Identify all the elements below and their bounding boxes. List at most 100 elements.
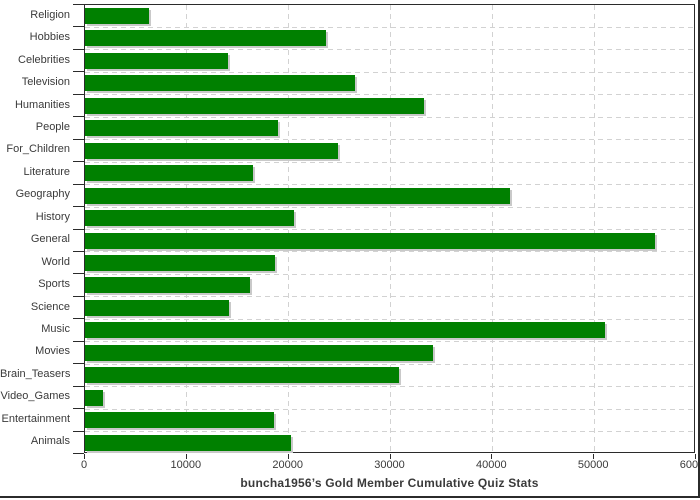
- category-axis-tick: [73, 4, 84, 5]
- bar-history: [85, 210, 294, 227]
- category-label-brain_teasers: Brain_Teasers: [0, 367, 71, 380]
- bar-religion: [85, 8, 150, 24]
- horizontal-gridline: [85, 251, 694, 253]
- value-axis-label: 0: [80, 459, 88, 471]
- category-axis-tick: [73, 430, 84, 432]
- category-label-sports: Sports: [38, 278, 70, 291]
- horizontal-gridline: [85, 26, 694, 28]
- bar-television: [85, 75, 355, 92]
- category-axis-tick: [73, 318, 84, 320]
- bar-entertainment: [85, 412, 275, 429]
- bar-celebrities: [85, 52, 228, 69]
- value-axis-tick: [593, 454, 595, 459]
- bar-animals: [85, 434, 291, 451]
- category-label-television: Television: [21, 76, 70, 89]
- category-label-people: People: [35, 120, 70, 133]
- category-axis-tick: [73, 26, 84, 28]
- horizontal-gridline: [85, 318, 694, 320]
- category-label-music: Music: [41, 323, 70, 336]
- value-axis-label: 50000: [577, 459, 609, 471]
- horizontal-gridline: [85, 296, 694, 298]
- horizontal-gridline: [85, 161, 694, 163]
- category-label-entertainment: Entertainment: [1, 412, 70, 425]
- horizontal-gridline: [85, 184, 694, 186]
- bar-general: [85, 232, 656, 249]
- category-axis-tick: [73, 183, 84, 185]
- category-axis-tick: [73, 250, 84, 252]
- category-axis-tick: [73, 71, 84, 73]
- category-label-hobbies: Hobbies: [29, 31, 70, 44]
- value-axis-label: 30000: [374, 459, 405, 471]
- category-label-history: History: [35, 210, 70, 223]
- value-axis-label: 10000: [170, 459, 202, 471]
- horizontal-gridline: [85, 206, 694, 208]
- value-axis-tick: [491, 454, 493, 459]
- category-label-literature: Literature: [23, 165, 70, 178]
- horizontal-gridline: [85, 116, 694, 118]
- category-axis-tick: [73, 206, 84, 208]
- horizontal-gridline: [85, 49, 694, 51]
- category-axis-tick: [73, 48, 84, 50]
- bar-geography: [85, 187, 510, 204]
- category-axis-tick: [73, 363, 84, 365]
- plot-area: [84, 4, 695, 453]
- category-label-for_children: For_Children: [6, 143, 70, 156]
- bar-sports: [85, 277, 250, 294]
- chart-title: buncha1956’s Gold Member Cumulative Quiz…: [240, 476, 539, 490]
- vertical-gridline: [491, 5, 493, 452]
- frame-border-bottom: [0, 496, 700, 498]
- horizontal-gridline: [85, 431, 694, 433]
- category-axis-tick: [73, 273, 84, 275]
- category-label-movies: Movies: [35, 345, 70, 358]
- category-axis-tick: [73, 116, 84, 118]
- category-axis-tick: [73, 408, 84, 410]
- category-label-video_games: Video_Games: [0, 390, 70, 403]
- category-label-general: General: [30, 233, 70, 246]
- bar-people: [85, 120, 278, 137]
- category-label-celebrities: Celebrities: [18, 53, 70, 66]
- bar-literature: [85, 165, 253, 182]
- horizontal-gridline: [85, 139, 694, 141]
- bar-music: [85, 322, 606, 339]
- value-axis-label: 40000: [476, 459, 507, 471]
- horizontal-gridline: [85, 408, 694, 410]
- frame-border-right: [698, 0, 700, 498]
- bar-for_children: [85, 142, 338, 159]
- bar-video_games: [85, 389, 104, 406]
- value-axis-tick: [287, 454, 289, 459]
- vertical-gridline: [593, 5, 595, 452]
- horizontal-gridline: [85, 341, 694, 343]
- bar-movies: [85, 344, 434, 361]
- category-label-science: Science: [30, 300, 70, 313]
- value-axis-tick: [84, 454, 85, 459]
- category-axis-tick: [73, 295, 84, 297]
- category-label-geography: Geography: [15, 188, 70, 201]
- category-axis-tick: [73, 161, 84, 163]
- bar-science: [85, 299, 229, 316]
- value-axis-tick: [185, 454, 187, 459]
- category-label-religion: Religion: [30, 8, 70, 21]
- category-axis-tick: [73, 340, 84, 342]
- vertical-gridline: [186, 5, 188, 452]
- value-axis-label: 60000: [679, 459, 700, 471]
- category-label-humanities: Humanities: [14, 98, 70, 111]
- horizontal-gridline: [85, 94, 694, 96]
- horizontal-gridline: [85, 229, 694, 230]
- category-label-animals: Animals: [30, 435, 70, 448]
- vertical-gridline: [288, 5, 290, 452]
- bar-world: [85, 254, 276, 271]
- horizontal-gridline: [85, 363, 694, 365]
- bar-hobbies: [85, 30, 327, 47]
- bar-brain_teasers: [85, 367, 399, 384]
- category-axis-tick: [73, 228, 84, 230]
- value-axis-tick: [695, 454, 696, 459]
- category-axis-tick: [73, 453, 84, 454]
- horizontal-gridline: [85, 386, 694, 388]
- horizontal-gridline: [85, 71, 694, 73]
- horizontal-gridline: [85, 273, 694, 275]
- category-axis-tick: [73, 93, 84, 95]
- category-label-world: World: [41, 255, 70, 268]
- category-axis-tick: [73, 138, 84, 140]
- vertical-gridline: [390, 5, 391, 452]
